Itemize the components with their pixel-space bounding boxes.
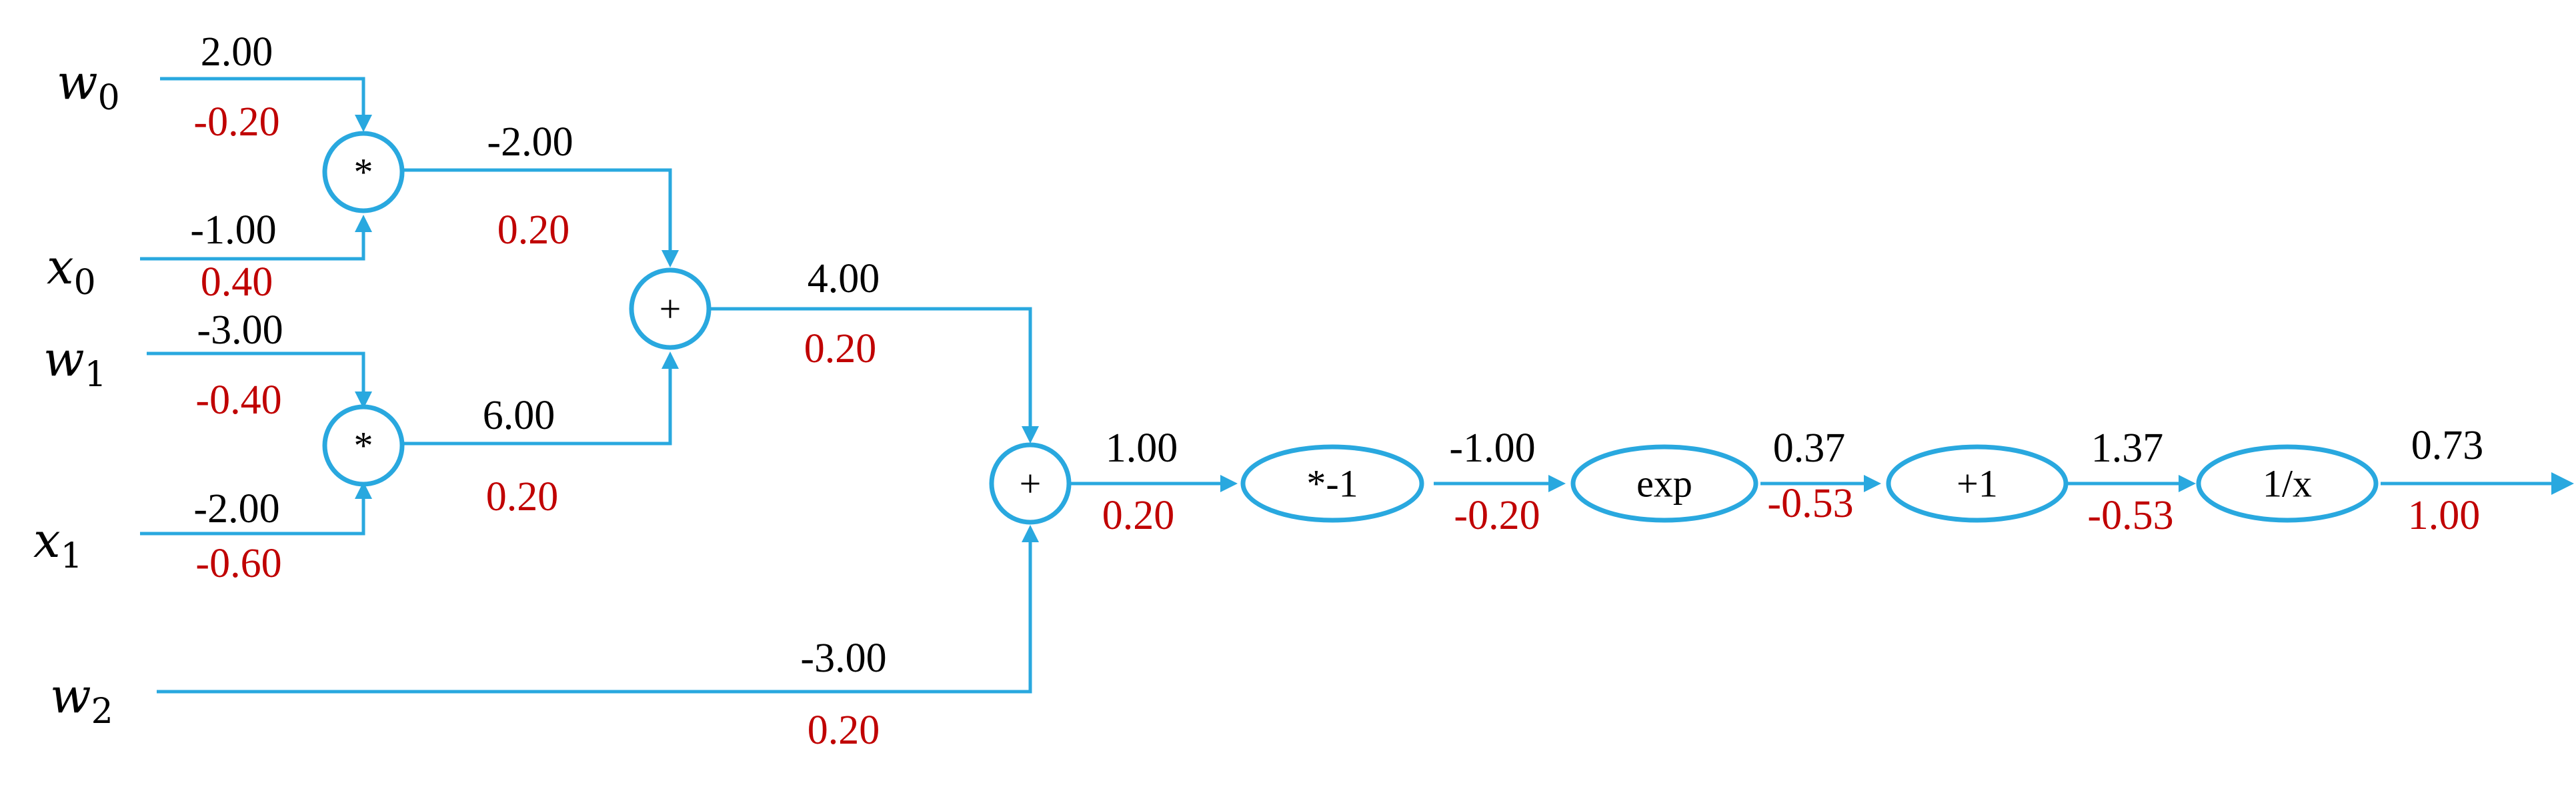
grad-mul1-out: 0.20 — [486, 474, 559, 520]
wire-x0 — [140, 220, 365, 261]
arrowheads — [355, 115, 2574, 542]
node-add1: + — [989, 442, 1072, 525]
forward-w1: -3.00 — [197, 307, 283, 353]
arrow-add1-out — [1220, 475, 1238, 492]
arrow-exp-out — [1864, 475, 1881, 492]
wire-w1 — [147, 351, 365, 404]
arrow-mul0-out — [662, 250, 679, 267]
node-neg: *-1 — [1240, 444, 1424, 523]
grad-w0: -0.20 — [193, 99, 279, 145]
node-inv-label: 1/x — [2263, 462, 2312, 506]
forward-x1: -2.00 — [193, 486, 279, 532]
grad-x0: 0.40 — [201, 259, 273, 305]
arrow-inc-out — [2179, 475, 2196, 492]
node-mul1: * — [322, 404, 405, 487]
node-mul0-label: * — [354, 151, 373, 194]
wire-w2 — [157, 530, 1032, 694]
input-label-w1: w1 — [43, 331, 107, 395]
forward-w0: 2.00 — [201, 29, 273, 75]
arrow-x0 — [355, 215, 372, 232]
node-inv: 1/x — [2196, 444, 2379, 523]
arrow-output — [2551, 472, 2574, 495]
grad-neg-out: -0.20 — [1454, 493, 1540, 538]
input-label-w2: w2 — [50, 668, 113, 732]
node-mul1-label: * — [354, 424, 373, 468]
forward-mul0-out: -2.00 — [487, 119, 573, 165]
forward-add1-out: 1.00 — [1106, 426, 1178, 471]
node-exp-label: exp — [1636, 462, 1692, 506]
arrow-x1 — [355, 482, 372, 499]
arrow-add0-out — [1022, 426, 1039, 444]
arrow-mul1-out — [662, 351, 679, 369]
wire-w0 — [160, 77, 365, 127]
forward-add0-out: 4.00 — [808, 256, 880, 301]
arrow-w1 — [355, 391, 372, 409]
node-exp: exp — [1570, 444, 1758, 523]
node-add0: + — [629, 267, 712, 350]
input-label-w0: w0 — [57, 54, 120, 118]
grad-w1: -0.40 — [195, 377, 281, 423]
forward-inc-out: 1.37 — [2091, 426, 2164, 471]
grad-inc-out: -0.53 — [2087, 493, 2173, 538]
grad-add1-out: 0.20 — [1102, 493, 1175, 538]
node-inc-label: +1 — [1957, 462, 1998, 506]
forward-w2: -3.00 — [800, 636, 886, 681]
wire-mul0-out — [403, 168, 672, 262]
input-label-x1: x1 — [33, 512, 83, 576]
arrow-neg-out — [1548, 475, 1566, 492]
node-add0-label: + — [660, 287, 682, 331]
forward-x0: -1.00 — [190, 207, 276, 253]
wire-add0-out — [710, 307, 1032, 438]
grad-mul0-out: 0.20 — [497, 207, 570, 253]
grad-exp-out: -0.53 — [1767, 481, 1853, 526]
grad-inv-out: 1.00 — [2408, 493, 2481, 538]
forward-neg-out: -1.00 — [1449, 426, 1535, 471]
node-add1-label: + — [1020, 462, 1042, 506]
grad-w2: 0.20 — [808, 708, 880, 753]
arrow-w0 — [355, 115, 372, 132]
input-label-x0: x0 — [47, 239, 96, 303]
forward-inv-out: 0.73 — [2411, 423, 2484, 468]
arrow-w2 — [1022, 525, 1039, 542]
forward-mul1-out: 6.00 — [483, 393, 555, 438]
node-inc: +1 — [1886, 444, 2069, 523]
forward-exp-out: 0.37 — [1773, 426, 1846, 471]
wire-x1 — [140, 487, 365, 536]
node-neg-label: *-1 — [1306, 462, 1358, 506]
node-mul0: * — [322, 131, 405, 213]
wires — [140, 77, 2561, 694]
grad-x1: -0.60 — [195, 541, 281, 586]
grad-add0-out: 0.20 — [804, 326, 877, 371]
wire-mul1-out — [403, 357, 672, 446]
